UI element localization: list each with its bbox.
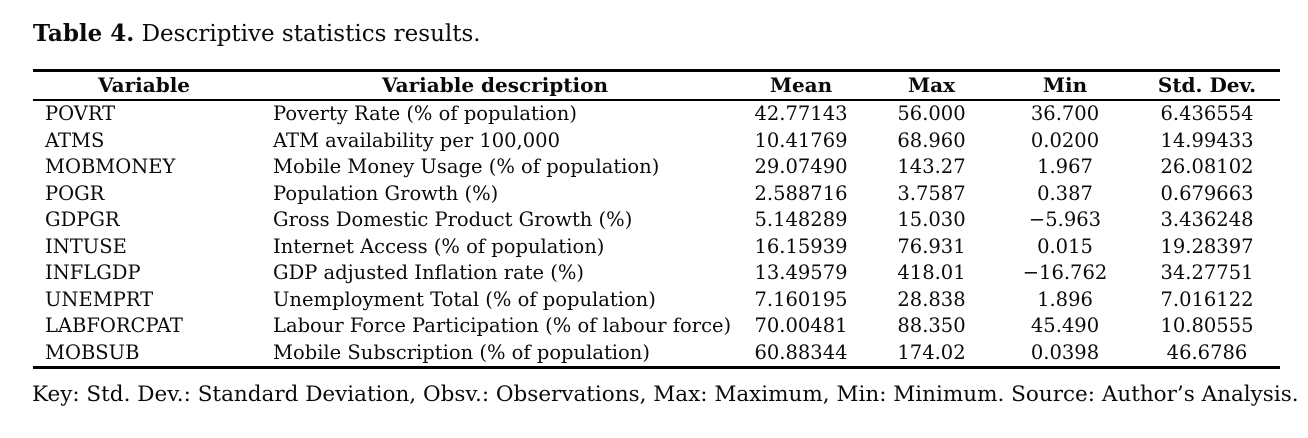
table-row: POVRT Poverty Rate (% of population) 42.77… <box>33 100 1280 128</box>
cell-std-dev: 3.436248 <box>1160 208 1254 231</box>
table-row: MOBMONEY Mobile Money Usage (% of populat… <box>33 154 1280 181</box>
cell-variable: LABFORCPAT <box>45 314 183 337</box>
cell-max: 56.000 <box>897 102 966 125</box>
table-row: GDPGR Gross Domestic Product Growth (%) 5.… <box>33 207 1280 234</box>
cell-min: 0.015 <box>1037 234 1093 258</box>
cell-mean: 7.160195 <box>754 287 848 311</box>
table-caption-number: Table 4. <box>33 20 135 47</box>
descriptive-statistics-table: Variable Variable description Mean Max M… <box>33 69 1280 369</box>
cell-mean: 13.49579 <box>754 261 848 284</box>
cell-std-dev: 10.80555 <box>1160 314 1254 337</box>
column-header-max: Max <box>867 70 996 101</box>
cell-mean: 10.41769 <box>754 128 848 152</box>
table-body: POVRT Poverty Rate (% of population) 42.77… <box>33 100 1280 368</box>
cell-std-dev: 26.08102 <box>1160 155 1254 178</box>
cell-max: 88.350 <box>897 314 966 337</box>
cell-mean: 5.148289 <box>754 208 848 231</box>
cell-variable: GDPGR <box>45 208 120 231</box>
cell-std-dev: 14.99433 <box>1160 128 1254 152</box>
column-header-min: Min <box>996 70 1134 101</box>
cell-min: −5.963 <box>1028 208 1102 231</box>
table-row: POGR Population Growth (%) 2.588716 3.7587 0… <box>33 181 1280 208</box>
cell-description: Gross Domestic Product Growth (%) <box>273 208 633 231</box>
cell-std-dev: 6.436554 <box>1160 102 1254 125</box>
cell-mean: 29.07490 <box>754 155 848 178</box>
cell-std-dev: 7.016122 <box>1160 287 1254 311</box>
cell-min: 0.0398 <box>1030 340 1100 364</box>
cell-min: −16.762 <box>1022 261 1108 284</box>
cell-min: 45.490 <box>1030 314 1100 337</box>
cell-mean: 2.588716 <box>754 181 848 205</box>
cell-description: Mobile Subscription (% of population) <box>273 340 650 364</box>
cell-variable: INTUSE <box>45 234 127 258</box>
cell-mean: 16.15939 <box>754 234 848 258</box>
table-row: INFLGDP GDP adjusted Inflation rate (%) 13… <box>33 260 1280 287</box>
cell-min: 0.0200 <box>1030 128 1100 152</box>
cell-max: 3.7587 <box>897 181 966 205</box>
cell-max: 76.931 <box>897 234 966 258</box>
cell-min: 36.700 <box>1030 102 1100 125</box>
cell-min: 0.387 <box>1037 181 1093 205</box>
cell-description: Population Growth (%) <box>273 181 499 205</box>
cell-max: 15.030 <box>897 208 966 231</box>
cell-variable: MOBMONEY <box>45 155 176 178</box>
cell-mean: 70.00481 <box>754 314 848 337</box>
cell-description: Unemployment Total (% of population) <box>273 287 656 311</box>
header-row: Variable Variable description Mean Max M… <box>33 70 1280 101</box>
table-caption: Table 4. Descriptive statistics results. <box>33 20 481 48</box>
cell-description: Poverty Rate (% of population) <box>273 102 577 125</box>
table-footnote: Key: Std. Dev.: Standard Deviation, Obsv… <box>32 382 1299 407</box>
cell-min: 1.896 <box>1037 287 1093 311</box>
cell-std-dev: 46.6786 <box>1166 340 1248 364</box>
cell-max: 174.02 <box>897 340 966 364</box>
column-header-variable: Variable <box>33 70 255 101</box>
cell-variable: INFLGDP <box>45 261 141 284</box>
cell-mean: 42.77143 <box>754 102 848 125</box>
column-header-std-dev: Std. Dev. <box>1134 70 1280 101</box>
cell-variable: POGR <box>45 181 105 205</box>
cell-description: GDP adjusted Inflation rate (%) <box>273 261 585 284</box>
cell-max: 28.838 <box>897 287 966 311</box>
cell-std-dev: 19.28397 <box>1160 234 1254 258</box>
cell-max: 143.27 <box>897 155 966 178</box>
cell-description: Labour Force Participation (% of labour … <box>273 314 732 337</box>
cell-std-dev: 34.27751 <box>1160 261 1254 284</box>
cell-description: Internet Access (% of population) <box>273 234 605 258</box>
cell-min: 1.967 <box>1037 155 1093 178</box>
cell-variable: ATMS <box>45 128 105 152</box>
column-header-description: Variable description <box>255 70 735 101</box>
table-row: UNEMPRT Unemployment Total (% of populati… <box>33 287 1280 314</box>
cell-description: ATM availability per 100,000 <box>273 128 560 152</box>
cell-description: Mobile Money Usage (% of population) <box>273 155 660 178</box>
table-row: ATMS ATM availability per 100,000 10.41769… <box>33 128 1280 155</box>
table-row: MOBSUB Mobile Subscription (% of populati… <box>33 340 1280 368</box>
cell-max: 68.960 <box>897 128 966 152</box>
cell-mean: 60.88344 <box>754 340 848 364</box>
column-header-mean: Mean <box>735 70 867 101</box>
table-caption-text: Descriptive statistics results. <box>134 21 481 47</box>
table-row: LABFORCPAT Labour Force Participation (% … <box>33 313 1280 340</box>
cell-variable: POVRT <box>45 102 116 125</box>
cell-variable: MOBSUB <box>45 340 140 364</box>
cell-variable: UNEMPRT <box>45 287 154 311</box>
cell-std-dev: 0.679663 <box>1160 181 1254 205</box>
table-row: INTUSE Internet Access (% of population) 1… <box>33 234 1280 261</box>
cell-max: 418.01 <box>897 261 966 284</box>
